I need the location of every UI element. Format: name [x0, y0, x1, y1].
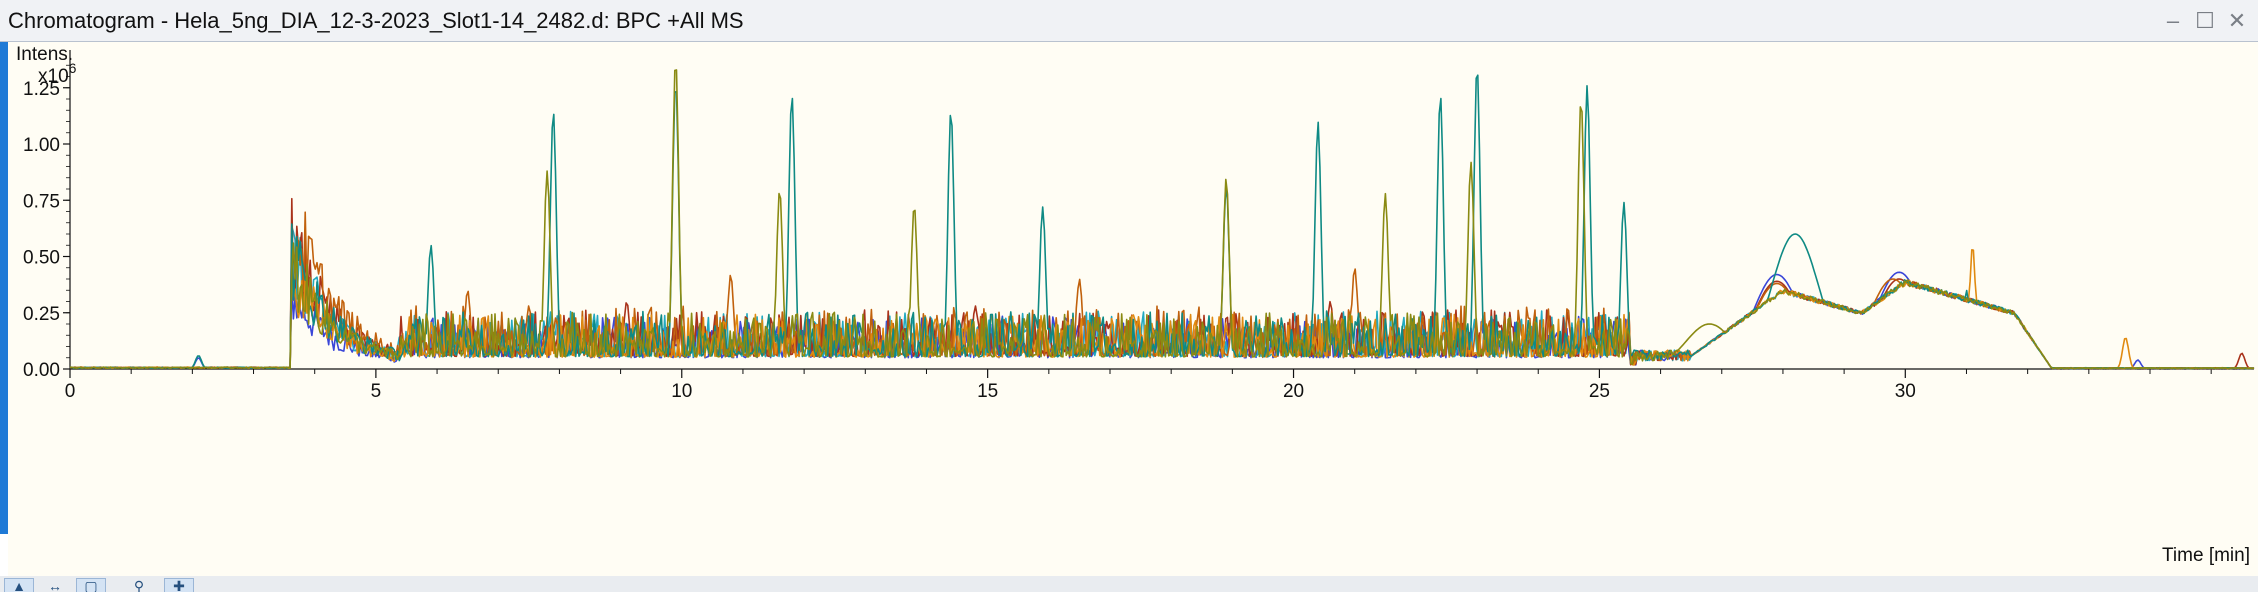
chromatogram-plot[interactable]: 0 5 10 15 20 25 30 0.00 0.25 0.50 0.75 1.00 1.25 Int… [8, 42, 2258, 576]
y-axis-scale: x106 [38, 60, 77, 87]
panel-accent-strip [0, 42, 8, 534]
select-icon[interactable]: ✚ [164, 578, 194, 592]
x-tick-label: 5 [371, 381, 382, 402]
minimize-icon[interactable]: – [2166, 8, 2180, 33]
chart-toolbar: ▲ ↔ ▢ ⚲ ✚ [0, 576, 2258, 592]
pointer-icon[interactable]: ▲ [4, 578, 34, 592]
y-tick-label: 0.00 [23, 360, 60, 381]
x-axis-label: Time [min] [2162, 545, 2250, 566]
y-tick-label: 0.75 [23, 191, 60, 212]
x-tick-label: 20 [1283, 381, 1304, 402]
zoom-box-icon[interactable]: ▢ [76, 578, 106, 592]
x-tick-label: 25 [1589, 381, 1610, 402]
y-tick-label: 1.25 [23, 79, 60, 100]
chromatogram-chart[interactable]: 0 5 10 15 20 25 30 0.00 0.25 0.50 0.75 1.00 1.25 Int… [8, 42, 2258, 576]
chromatogram-trace-1 [69, 74, 2255, 370]
y-axis-scale-base: x10 [38, 66, 69, 87]
y-tick-label: 0.25 [23, 304, 60, 325]
zoom-pan-icon[interactable]: ↔ [40, 578, 70, 592]
close-icon[interactable]: ✕ [2227, 8, 2247, 33]
magnifier-icon[interactable]: ⚲ [124, 578, 154, 592]
y-axis-label: Intens. [16, 44, 73, 65]
x-tick-label: 0 [65, 381, 76, 402]
maximize-icon[interactable]: ☐ [2195, 8, 2215, 33]
x-tick-label: 10 [671, 381, 692, 402]
axes-layer: 0 5 10 15 20 25 30 0.00 0.25 0.50 0.75 1.00 1.25 [23, 50, 2254, 402]
x-tick-label: 15 [977, 381, 998, 402]
y-axis-scale-exponent: 6 [69, 60, 77, 76]
series-layer [69, 69, 2255, 370]
window-titlebar: Chromatogram - Hela_5ng_DIA_12-3-2023_Sl… [0, 0, 2258, 42]
y-tick-label: 0.50 [23, 248, 60, 269]
x-tick-label: 30 [1895, 381, 1916, 402]
chromatogram-trace-2 [69, 69, 2255, 370]
y-tick-label: 1.00 [23, 135, 60, 156]
window-title: Chromatogram - Hela_5ng_DIA_12-3-2023_Sl… [8, 8, 744, 33]
